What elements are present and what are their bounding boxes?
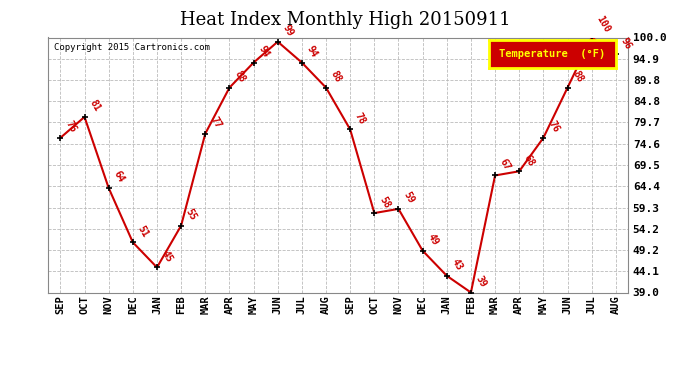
Text: 78: 78 xyxy=(353,111,368,126)
Text: Heat Index Monthly High 20150911: Heat Index Monthly High 20150911 xyxy=(179,11,511,29)
Text: 76: 76 xyxy=(63,119,78,135)
Text: 55: 55 xyxy=(184,207,199,222)
Text: 49: 49 xyxy=(426,232,440,248)
Text: 88: 88 xyxy=(571,69,585,84)
Text: 67: 67 xyxy=(498,157,513,172)
Text: 76: 76 xyxy=(546,119,561,135)
Text: 58: 58 xyxy=(377,195,392,210)
Text: 64: 64 xyxy=(112,170,126,184)
Text: 88: 88 xyxy=(233,69,247,84)
Text: 77: 77 xyxy=(208,115,223,130)
Text: 68: 68 xyxy=(522,153,537,168)
Text: Copyright 2015 Cartronics.com: Copyright 2015 Cartronics.com xyxy=(54,43,210,52)
Text: 100: 100 xyxy=(595,14,612,34)
Text: 39: 39 xyxy=(474,274,489,289)
Text: 43: 43 xyxy=(450,257,464,272)
Text: 94: 94 xyxy=(305,44,319,59)
Text: 94: 94 xyxy=(257,44,271,59)
Text: 88: 88 xyxy=(329,69,344,84)
Text: 45: 45 xyxy=(160,249,175,264)
Text: 81: 81 xyxy=(88,98,102,114)
Text: 99: 99 xyxy=(281,23,295,38)
Text: 51: 51 xyxy=(136,224,150,239)
Text: 96: 96 xyxy=(619,36,633,51)
Text: 59: 59 xyxy=(402,190,416,206)
